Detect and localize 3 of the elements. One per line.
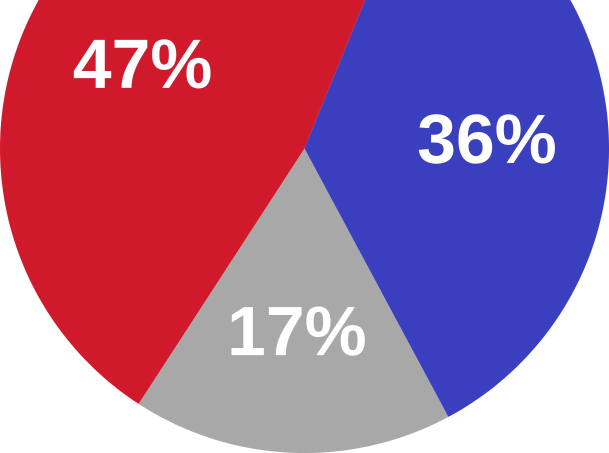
data-label: 47% — [74, 39, 211, 88]
data-label: 17% — [231, 306, 365, 356]
data-label: 36% — [418, 114, 555, 164]
